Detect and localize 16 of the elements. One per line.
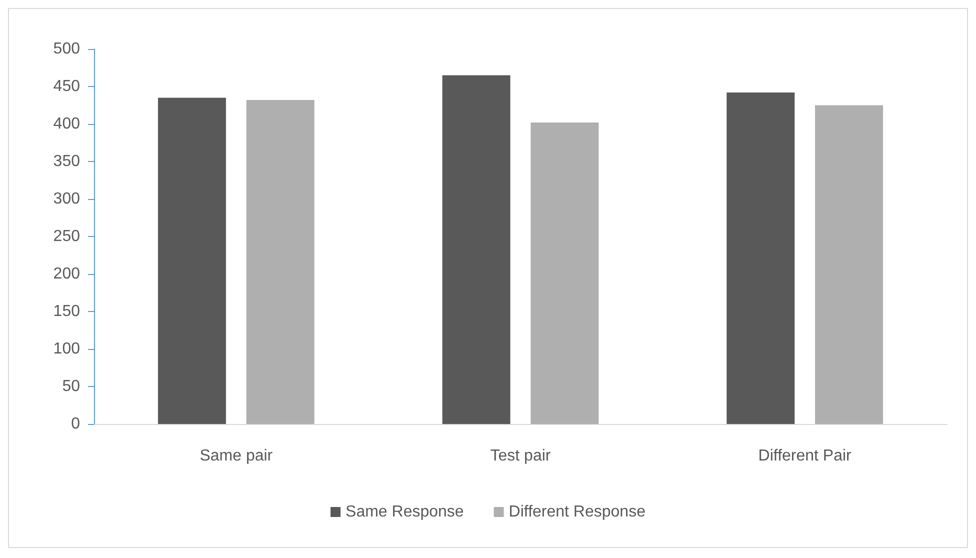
y-tick-label: 350 [53, 153, 80, 170]
legend-label: Same Response [346, 504, 464, 520]
y-tick-label: 250 [53, 228, 80, 245]
y-tick-label: 150 [53, 303, 80, 320]
x-tick-label: Test pair [490, 448, 552, 464]
x-tick-label: Same pair [200, 448, 274, 464]
y-tick-label: 400 [53, 116, 80, 132]
y-tick-label: 50 [62, 378, 80, 395]
legend-label: Different Response [508, 504, 646, 520]
x-tick-label: Different Pair [758, 448, 852, 464]
y-tick-label: 0 [71, 416, 80, 432]
y-tick-label: 300 [53, 190, 80, 208]
y-tick-label: 450 [53, 78, 80, 95]
y-tick-label: 500 [53, 40, 80, 58]
y-tick-label: 200 [53, 266, 80, 282]
y-tick-label: 100 [53, 340, 80, 358]
